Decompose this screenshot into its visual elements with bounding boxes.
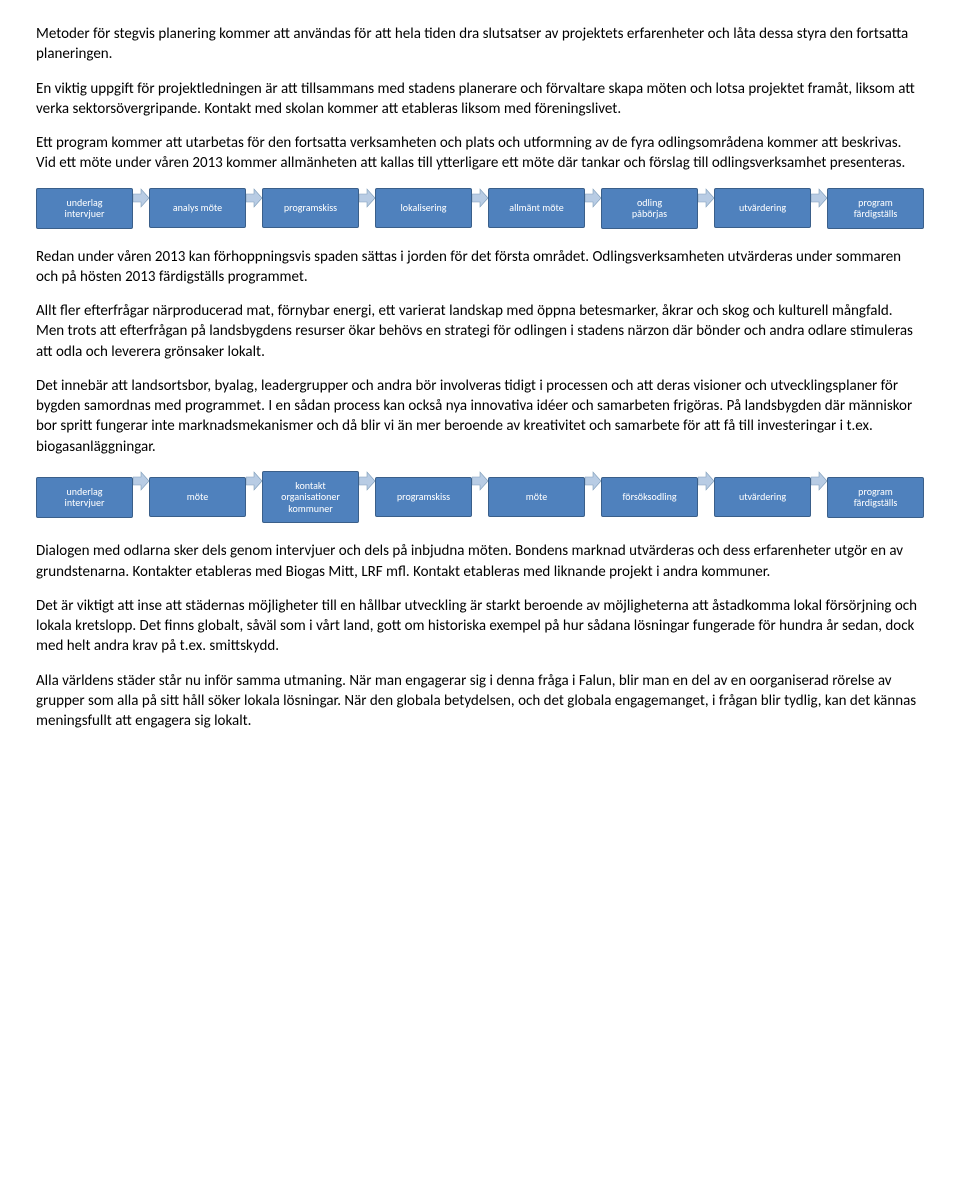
flow-step-label: allmänt möte <box>488 188 585 228</box>
flow-step-label: odling påbörjas <box>601 188 698 229</box>
flow-arrow-icon <box>359 471 375 491</box>
flow-step: möte <box>149 471 246 524</box>
flow-arrow-icon <box>698 188 714 208</box>
flow-step-label: kontakt organisationer kommuner <box>262 471 359 524</box>
flow-step: underlag intervjuer <box>36 188 133 229</box>
flow-arrow-icon <box>246 188 262 208</box>
flow-step: försöksodling <box>601 471 698 524</box>
paragraph: Redan under våren 2013 kan förhoppningsv… <box>36 247 924 288</box>
paragraph: Allt fler efterfrågar närproducerad mat,… <box>36 301 924 362</box>
flow-step-label: program färdigställs <box>827 188 924 229</box>
flow-arrow-icon <box>133 471 149 491</box>
flow-step: utvärdering <box>714 471 811 524</box>
flow-arrow-icon <box>359 188 375 208</box>
paragraph: Det innebär att landsortsbor, byalag, le… <box>36 376 924 457</box>
flow-step: möte <box>488 471 585 524</box>
flow-arrow-icon <box>811 188 827 208</box>
flow-step-label: underlag intervjuer <box>36 477 133 518</box>
flow-step: program färdigställs <box>827 471 924 524</box>
flow-step: program färdigställs <box>827 188 924 229</box>
flow-arrow-icon <box>133 188 149 208</box>
flow-step: odling påbörjas <box>601 188 698 229</box>
flow-step-label: programskiss <box>375 477 472 517</box>
flow-step: utvärdering <box>714 188 811 229</box>
flow-step-label: utvärdering <box>714 188 811 228</box>
flow-step-label: underlag intervjuer <box>36 188 133 229</box>
flow-step-label: program färdigställs <box>827 477 924 518</box>
paragraph: Alla världens städer står nu inför samma… <box>36 671 924 732</box>
flow-arrow-icon <box>698 471 714 491</box>
flow-arrow-icon <box>472 471 488 491</box>
flow-step: programskiss <box>375 471 472 524</box>
flow-step: lokalisering <box>375 188 472 229</box>
flow-arrow-icon <box>811 471 827 491</box>
flow-arrow-icon <box>585 471 601 491</box>
flow-step: programskiss <box>262 188 359 229</box>
flow-step: allmänt möte <box>488 188 585 229</box>
paragraph: Metoder för stegvis planering kommer att… <box>36 24 924 65</box>
flow-step: underlag intervjuer <box>36 471 133 524</box>
flow-step-label: möte <box>488 477 585 517</box>
flow-arrow-icon <box>472 188 488 208</box>
paragraph: Det är viktigt att inse att städernas mö… <box>36 596 924 657</box>
flow-step: analys möte <box>149 188 246 229</box>
flow-arrow-icon <box>585 188 601 208</box>
flow-step-label: lokalisering <box>375 188 472 228</box>
paragraph: Ett program kommer att utarbetas för den… <box>36 133 924 174</box>
flow-arrow-icon <box>246 471 262 491</box>
flow-step-label: analys möte <box>149 188 246 228</box>
flow-step: kontakt organisationer kommuner <box>262 471 359 524</box>
paragraph: En viktig uppgift för projektledningen ä… <box>36 79 924 120</box>
process-flow-1: underlag intervjuer analys möte programski… <box>36 188 924 229</box>
flow-step-label: programskiss <box>262 188 359 228</box>
paragraph: Dialogen med odlarna sker dels genom int… <box>36 541 924 582</box>
flow-step-label: utvärdering <box>714 477 811 517</box>
process-flow-2: underlag intervjuer möte kontakt organisat… <box>36 471 924 524</box>
flow-step-label: försöksodling <box>601 477 698 517</box>
flow-step-label: möte <box>149 477 246 517</box>
